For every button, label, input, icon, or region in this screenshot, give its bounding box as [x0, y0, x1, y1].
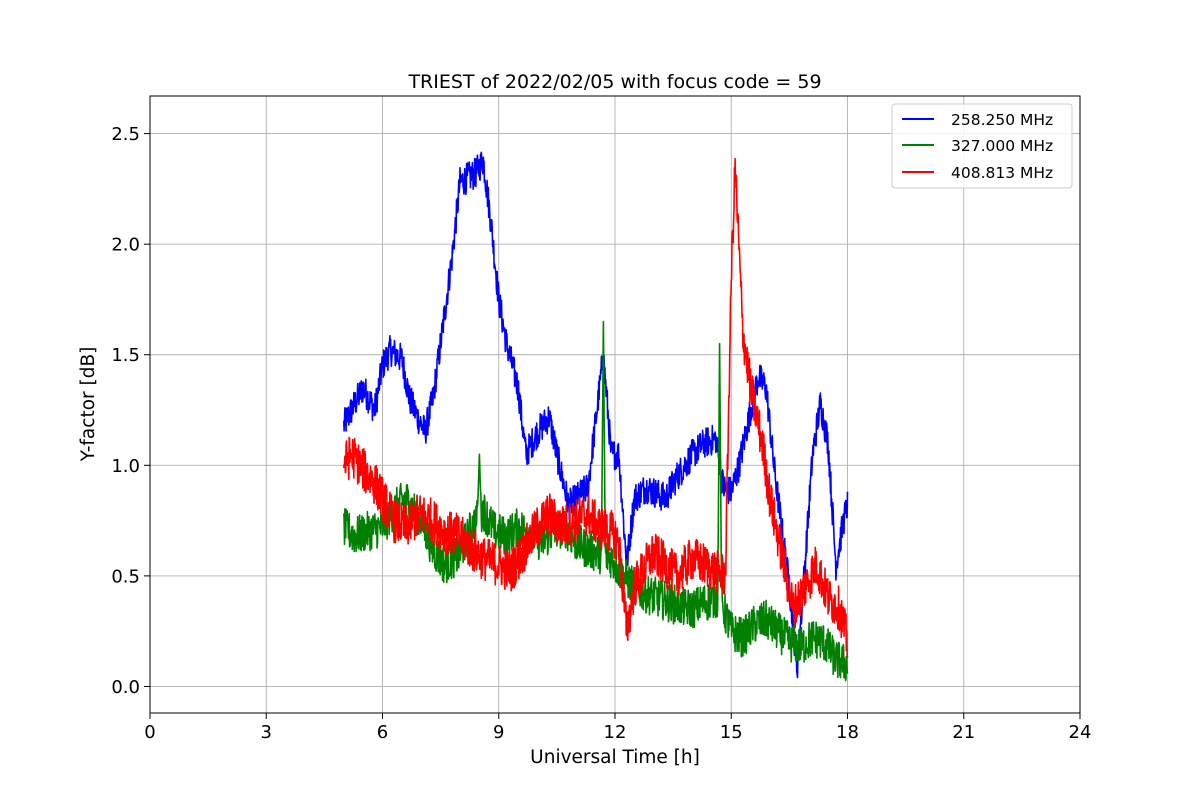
y-tick-label: 0.0: [111, 677, 140, 698]
chart-title: TRIEST of 2022/02/05 with focus code = 5…: [407, 71, 821, 93]
y-axis-label: Y-factor [dB]: [78, 347, 99, 463]
x-tick-label: 21: [952, 722, 975, 743]
x-tick-label: 24: [1069, 722, 1092, 743]
series-layer: [343, 151, 849, 682]
series-line-2: [343, 320, 849, 682]
x-axis: 0 3 6 9 12 15 18 21 24: [144, 713, 1091, 743]
x-tick-label: 12: [604, 722, 627, 743]
legend-label-series-2: 327.000 MHz: [951, 137, 1053, 155]
series-line-3: [343, 157, 849, 659]
y-axis: 0.0 0.5 1.0 1.5 2.0 2.5: [111, 124, 150, 698]
x-tick-label: 3: [261, 722, 272, 743]
x-tick-label: 6: [377, 722, 388, 743]
legend-label-series-3: 408.813 MHz: [951, 164, 1053, 182]
y-tick-label: 1.0: [111, 456, 140, 477]
series-line-1: [343, 151, 849, 679]
legend: 258.250 MHz 327.000 MHz 408.813 MHz: [891, 103, 1073, 189]
y-tick-label: 1.5: [111, 345, 140, 366]
x-tick-label: 15: [720, 722, 743, 743]
legend-box: [891, 103, 1073, 189]
y-tick-label: 0.5: [111, 566, 140, 587]
x-axis-label: Universal Time [h]: [530, 747, 700, 768]
legend-label-series-1: 258.250 MHz: [951, 111, 1053, 129]
y-tick-label: 2.0: [111, 235, 140, 256]
x-tick-label: 9: [493, 722, 504, 743]
y-tick-label: 2.5: [111, 124, 140, 145]
x-tick-label: 18: [836, 722, 859, 743]
x-tick-label: 0: [144, 722, 155, 743]
